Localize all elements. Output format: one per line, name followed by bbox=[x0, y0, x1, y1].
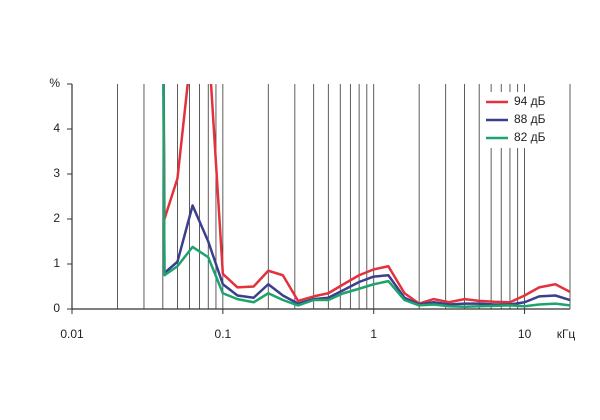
plot-lines bbox=[162, 84, 570, 308]
y-tick-label: 1 bbox=[53, 256, 60, 270]
x-axis-label: кГц bbox=[557, 327, 576, 341]
legend-label: 94 дБ bbox=[514, 94, 546, 108]
y-tick-label: 0 bbox=[53, 301, 60, 315]
legend-label: 88 дБ bbox=[514, 112, 546, 126]
x-tick-label: 0.01 bbox=[60, 327, 84, 341]
y-tick-label: % bbox=[49, 76, 60, 90]
x-tick-label: 10 bbox=[518, 327, 532, 341]
y-tick-label: 3 bbox=[53, 166, 60, 180]
y-tick-label: 2 bbox=[53, 211, 60, 225]
x-tick-label: 1 bbox=[370, 327, 377, 341]
data-line bbox=[162, 84, 570, 305]
data-line bbox=[162, 84, 570, 308]
y-tick-label: 4 bbox=[53, 121, 60, 135]
data-line bbox=[162, 84, 570, 306]
x-tick-label: 0.1 bbox=[215, 327, 232, 341]
legend-label: 82 дБ bbox=[514, 130, 546, 144]
